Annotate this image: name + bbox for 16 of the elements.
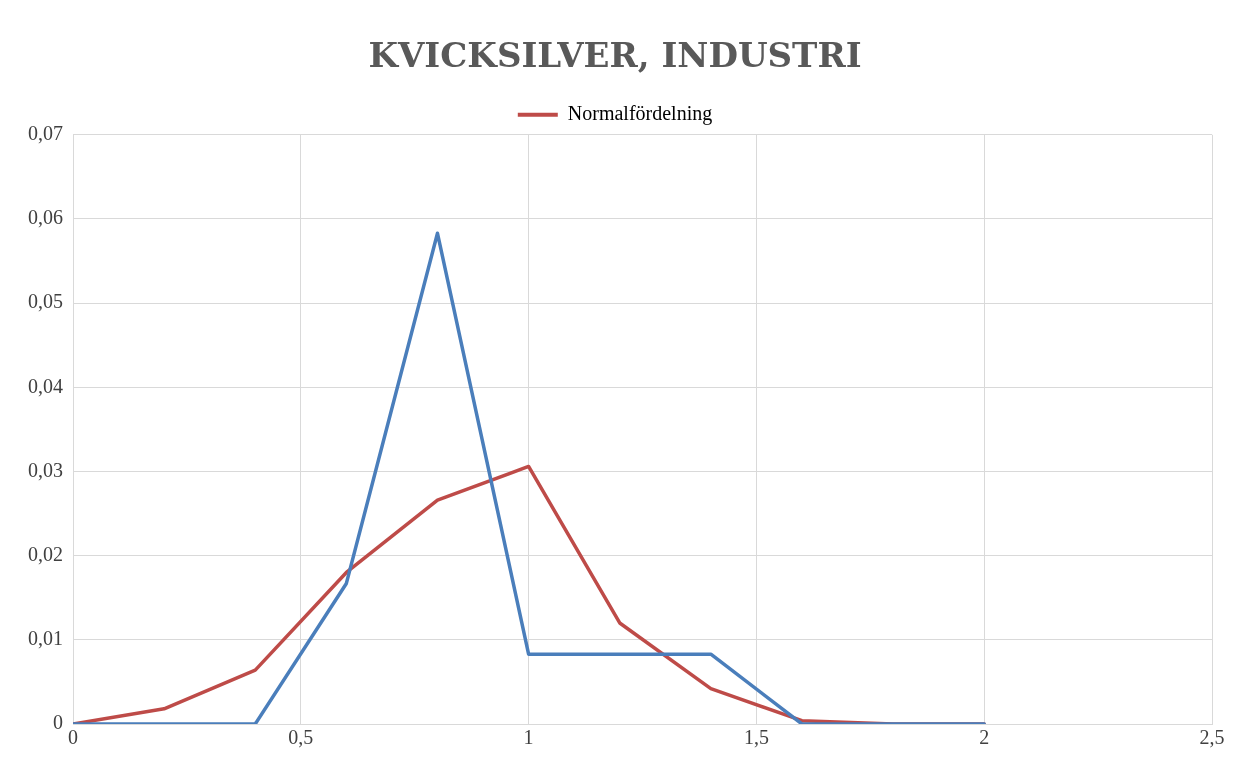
y-tick-label: 0,01 [28,627,63,650]
y-tick-label: 0,04 [28,374,63,397]
y-tick-label: 0,03 [28,458,63,481]
y-tick-label: 0 [53,711,63,734]
y-tick-label: 0,07 [28,122,63,145]
x-tick-label: 0 [68,726,78,749]
y-tick-label: 0,02 [28,542,63,565]
x-tick-label: 2 [979,726,990,749]
y-tick-label: 0,05 [28,290,63,313]
x-tick-label: 2,5 [1199,726,1225,749]
x-tick-label: 1,5 [743,726,769,749]
x-tick-label: 1 [523,726,534,749]
legend-label: Normalfördelning [567,102,713,126]
chart-title: KVICKSILVER, INDUSTRI [368,35,862,76]
x-tick-label: 0,5 [288,726,314,749]
y-tick-label: 0,06 [28,206,63,229]
